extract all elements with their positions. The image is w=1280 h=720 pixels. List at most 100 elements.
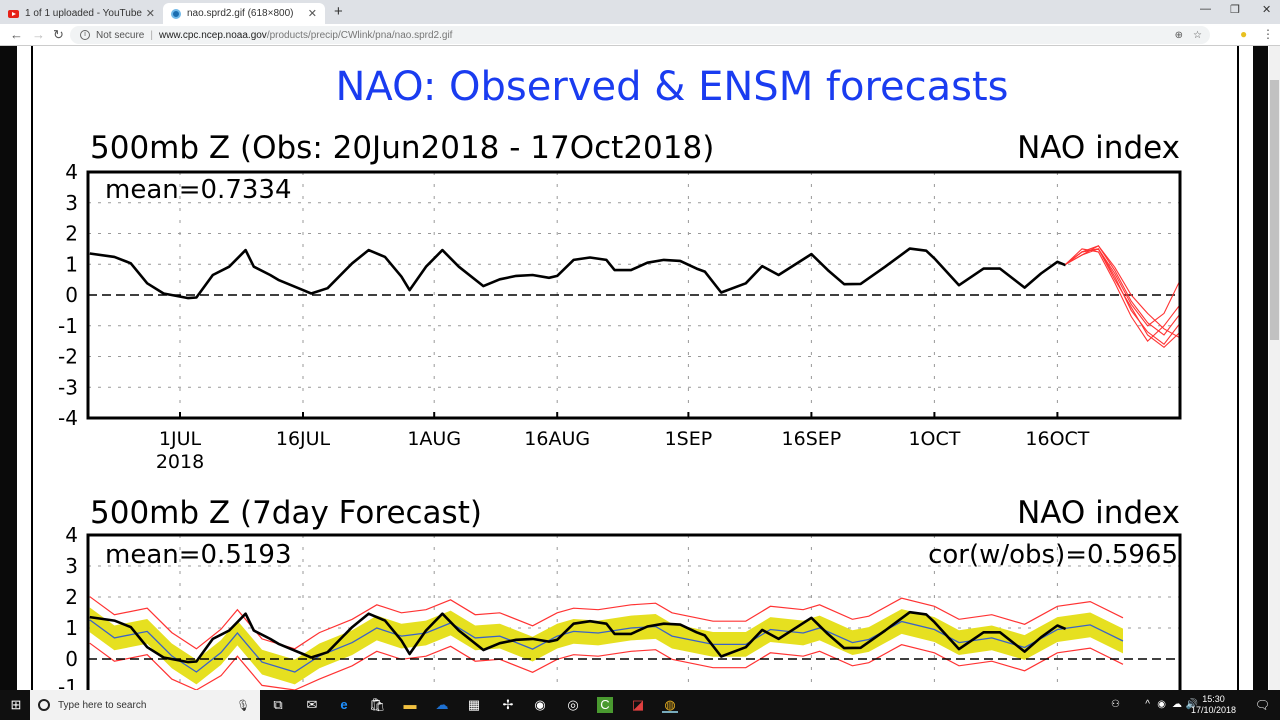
menu-icon[interactable]: ⋮ xyxy=(1262,27,1274,41)
close-tab-icon[interactable]: ✕ xyxy=(145,8,155,20)
file-explorer-icon[interactable]: ▬ xyxy=(403,697,417,712)
tab-nao-gif[interactable]: nao.sprd2.gif (618×800) ✕ xyxy=(163,3,325,24)
ensemble-max-line xyxy=(89,596,1124,650)
app-icon[interactable]: ✢ xyxy=(502,697,514,712)
x-tick-label: 16AUG xyxy=(524,428,590,450)
chart-right-title: NAO index xyxy=(1017,495,1180,531)
reload-icon[interactable]: ↻ xyxy=(53,27,64,42)
ensemble-member-line xyxy=(1065,248,1180,345)
plot-frame xyxy=(86,170,1182,420)
time: 15:30 xyxy=(1202,694,1225,704)
onedrive-icon[interactable]: ☁ xyxy=(435,697,449,712)
y-tick-label: 0 xyxy=(65,283,78,307)
webcam-2-icon[interactable]: ◎ xyxy=(567,697,579,712)
mean-annotation: mean=0.5193 xyxy=(105,540,292,570)
y-tick-label: 3 xyxy=(65,554,78,578)
plot-frame xyxy=(86,533,1182,690)
y-tick-label: 0 xyxy=(65,647,78,671)
store-icon[interactable]: 🛍 xyxy=(369,697,386,712)
left-dark-margin xyxy=(0,46,17,690)
search-placeholder: Type here to search xyxy=(58,699,147,711)
y-tick-label: 4 xyxy=(65,523,78,547)
x-tick-label: 1AUG xyxy=(407,428,461,450)
forward-icon[interactable]: → xyxy=(32,27,45,42)
y-tick-label: 4 xyxy=(65,160,78,184)
chart-right-title: NAO index xyxy=(1017,130,1180,166)
plot-area xyxy=(88,245,1180,349)
onedrive-tray-icon[interactable]: ☁ xyxy=(1172,699,1182,710)
ensemble-member-line xyxy=(1065,248,1180,327)
people-icon[interactable]: ⚇ xyxy=(1111,699,1120,710)
close-window-icon[interactable]: ✕ xyxy=(1262,4,1272,16)
chart-title: 500mb Z (7day Forecast) xyxy=(90,495,482,531)
notes-icon[interactable]: ◪ xyxy=(631,697,645,712)
youtube-icon xyxy=(8,9,19,18)
y-tick-label: -3 xyxy=(58,375,78,399)
x-tick-label: 16JUL xyxy=(276,428,331,450)
info-icon[interactable]: i xyxy=(80,30,90,40)
plot-area xyxy=(88,596,1180,690)
url-host: www.cpc.ncep.noaa.gov xyxy=(158,29,267,41)
y-tick-label: 2 xyxy=(65,585,78,609)
calendar-icon[interactable]: ▦ xyxy=(467,697,481,712)
main-title: NAO: Observed & ENSM forecasts xyxy=(335,64,1008,110)
record-icon[interactable]: ◉ xyxy=(1157,699,1166,710)
x-tick-label: 16SEP xyxy=(782,428,842,450)
mail-icon[interactable]: ✉ xyxy=(306,697,318,712)
ensemble-mean-line xyxy=(89,619,1124,673)
x-tick-label: 1SEP xyxy=(665,428,713,450)
volume-icon[interactable]: 🔊 xyxy=(1185,699,1198,710)
y-tick-label: -1 xyxy=(58,314,78,338)
y-tick-label: 1 xyxy=(65,616,78,640)
x-tick-label: 1JUL xyxy=(159,428,202,450)
x-tick-year: 2018 xyxy=(156,451,204,473)
noaa-icon xyxy=(171,8,181,19)
ensemble-min-line xyxy=(89,642,1124,690)
microphone-icon[interactable]: 🎙 xyxy=(236,699,250,712)
security-label: Not secure xyxy=(96,29,145,41)
scrollbar[interactable] xyxy=(1269,46,1280,690)
ensemble-member-line xyxy=(1065,245,1180,336)
back-icon[interactable]: ← xyxy=(10,27,23,42)
page-content: NAO: Observed & ENSM forecasts 500mb Z (… xyxy=(0,46,1280,690)
date: 17/10/2018 xyxy=(1190,705,1236,715)
ensemble-member-line xyxy=(1065,248,1180,342)
address-bar: ← → ↻ i Not secure | www.cpc.ncep.noaa.g… xyxy=(0,24,1280,46)
taskbar-search[interactable]: Type here to search 🎙 xyxy=(30,690,260,720)
extension-bulb-icon[interactable]: ● xyxy=(1240,27,1248,41)
tab-title: 1 of 1 uploaded - YouTube xyxy=(25,8,142,19)
windows-start-icon[interactable]: ⊞ xyxy=(10,697,22,712)
x-tick-label: 16OCT xyxy=(1025,428,1089,450)
clock[interactable]: 15:30 17/10/2018 xyxy=(1191,694,1236,716)
right-dark-margin xyxy=(1253,46,1268,690)
close-tab-icon[interactable]: ✕ xyxy=(307,8,317,20)
zoom-icon[interactable]: ⊕ xyxy=(1174,29,1184,41)
new-tab-button[interactable]: + xyxy=(334,3,343,20)
notifications-icon[interactable]: 🗨 xyxy=(1254,698,1270,712)
camtasia-icon[interactable]: C xyxy=(597,697,613,713)
y-tick-label: 1 xyxy=(65,252,78,276)
restore-icon[interactable]: ❐ xyxy=(1230,4,1240,16)
y-tick-label: -1 xyxy=(58,675,78,690)
minimize-icon[interactable]: — xyxy=(1200,3,1211,15)
y-tick-label: -2 xyxy=(58,345,78,369)
ensemble-member-line xyxy=(1065,248,1180,349)
mean-annotation: mean=0.7334 xyxy=(105,175,292,205)
tab-youtube[interactable]: 1 of 1 uploaded - YouTube ✕ xyxy=(0,3,163,24)
y-tick-label: 3 xyxy=(65,191,78,215)
cortana-icon xyxy=(38,699,50,711)
tab-bar: 1 of 1 uploaded - YouTube ✕ nao.sprd2.gif… xyxy=(0,0,1280,24)
webcam-icon[interactable]: ◉ xyxy=(534,697,546,712)
y-tick-label: -4 xyxy=(58,406,78,430)
tab-title: nao.sprd2.gif (618×800) xyxy=(187,8,294,19)
edge-icon[interactable]: e xyxy=(340,697,348,712)
show-hidden-icon[interactable]: ^ xyxy=(1145,699,1150,710)
correlation-annotation: cor(w/obs)=0.5965 xyxy=(928,540,1178,570)
bookmark-star-icon[interactable]: ☆ xyxy=(1193,29,1202,41)
ensemble-member-line xyxy=(1065,245,1180,339)
y-tick-label: 2 xyxy=(65,222,78,246)
url-input[interactable]: i Not secure | www.cpc.ncep.noaa.gov/pro… xyxy=(70,26,1210,44)
scrollbar-thumb[interactable] xyxy=(1270,80,1279,340)
task-view-icon[interactable]: ⧉ xyxy=(273,697,283,712)
chrome-icon[interactable]: ◍ xyxy=(662,697,678,713)
